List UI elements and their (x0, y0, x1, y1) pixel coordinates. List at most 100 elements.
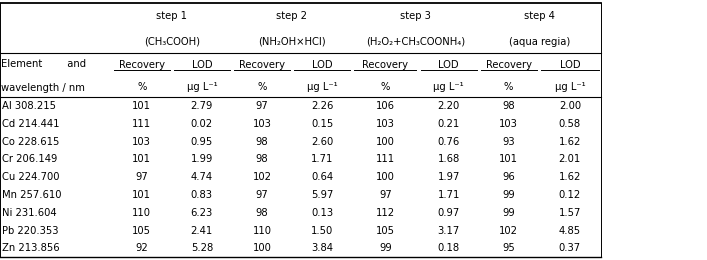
Text: 0.12: 0.12 (559, 190, 581, 200)
Text: Cu 224.700: Cu 224.700 (2, 172, 59, 182)
Text: 101: 101 (132, 190, 151, 200)
Text: step 2: step 2 (276, 11, 308, 21)
Text: 111: 111 (375, 154, 395, 165)
Text: 0.64: 0.64 (311, 172, 333, 182)
Text: Recovery: Recovery (239, 60, 285, 70)
Text: LOD: LOD (559, 60, 580, 70)
Text: 0.76: 0.76 (438, 137, 460, 147)
Text: 0.37: 0.37 (559, 244, 581, 253)
Text: Recovery: Recovery (486, 60, 532, 70)
Text: 1.62: 1.62 (559, 137, 581, 147)
Text: 1.97: 1.97 (438, 172, 460, 182)
Text: 100: 100 (376, 137, 395, 147)
Text: 97: 97 (255, 190, 269, 200)
Text: 0.15: 0.15 (311, 119, 333, 129)
Text: 5.97: 5.97 (311, 190, 333, 200)
Text: 105: 105 (132, 226, 151, 236)
Text: 4.74: 4.74 (191, 172, 213, 182)
Text: 0.13: 0.13 (311, 208, 333, 218)
Text: 1.50: 1.50 (311, 226, 333, 236)
Text: 103: 103 (132, 137, 151, 147)
Text: Ni 231.604: Ni 231.604 (2, 208, 57, 218)
Text: wavelength / nm: wavelength / nm (1, 83, 86, 93)
Text: 98: 98 (503, 101, 515, 111)
Text: LOD: LOD (312, 60, 332, 70)
Text: 97: 97 (255, 101, 269, 111)
Text: %: % (380, 82, 390, 92)
Text: Recovery: Recovery (362, 60, 409, 70)
Text: 95: 95 (502, 244, 515, 253)
Text: Co 228.615: Co 228.615 (2, 137, 59, 147)
Text: μg L⁻¹: μg L⁻¹ (554, 82, 585, 92)
Text: 111: 111 (132, 119, 151, 129)
Text: step 1: step 1 (156, 11, 187, 21)
Text: 2.79: 2.79 (191, 101, 213, 111)
Text: 3.17: 3.17 (438, 226, 460, 236)
Text: 2.00: 2.00 (559, 101, 581, 111)
Text: %: % (504, 82, 513, 92)
Text: 2.60: 2.60 (311, 137, 333, 147)
Text: 1.68: 1.68 (438, 154, 460, 165)
Text: %: % (257, 82, 267, 92)
Text: Al 308.215: Al 308.215 (2, 101, 56, 111)
Text: 0.83: 0.83 (191, 190, 213, 200)
Text: 101: 101 (499, 154, 518, 165)
Text: Mn 257.610: Mn 257.610 (2, 190, 62, 200)
Text: 1.71: 1.71 (311, 154, 333, 165)
Text: 0.58: 0.58 (559, 119, 581, 129)
Text: Zn 213.856: Zn 213.856 (2, 244, 60, 253)
Text: 5.28: 5.28 (191, 244, 213, 253)
Text: 102: 102 (252, 172, 271, 182)
Text: 98: 98 (256, 137, 268, 147)
Text: step 3: step 3 (400, 11, 431, 21)
Text: 103: 103 (499, 119, 518, 129)
Text: 112: 112 (375, 208, 395, 218)
Text: 2.41: 2.41 (191, 226, 213, 236)
Text: 103: 103 (252, 119, 271, 129)
Text: 93: 93 (503, 137, 515, 147)
Text: Cd 214.441: Cd 214.441 (2, 119, 59, 129)
Text: 1.99: 1.99 (191, 154, 213, 165)
Text: 103: 103 (376, 119, 395, 129)
Text: 0.18: 0.18 (438, 244, 460, 253)
Text: (CH₃COOH): (CH₃COOH) (144, 37, 200, 47)
Text: Element        and: Element and (1, 59, 86, 69)
Text: 101: 101 (132, 101, 151, 111)
Text: 98: 98 (256, 154, 268, 165)
Text: 0.95: 0.95 (191, 137, 213, 147)
Text: 96: 96 (502, 172, 515, 182)
Text: 1.62: 1.62 (559, 172, 581, 182)
Text: step 4: step 4 (525, 11, 555, 21)
Text: (H₂O₂+CH₃COONH₄): (H₂O₂+CH₃COONH₄) (366, 37, 465, 47)
Text: 99: 99 (379, 244, 392, 253)
Text: 1.57: 1.57 (559, 208, 581, 218)
Text: 2.26: 2.26 (311, 101, 333, 111)
Text: LOD: LOD (438, 60, 459, 70)
Text: (NH₂OH×HCl): (NH₂OH×HCl) (258, 37, 326, 47)
Text: 101: 101 (132, 154, 151, 165)
Text: 0.02: 0.02 (191, 119, 213, 129)
Text: 3.84: 3.84 (311, 244, 333, 253)
Text: 2.01: 2.01 (559, 154, 581, 165)
Text: 110: 110 (252, 226, 271, 236)
Text: μg L⁻¹: μg L⁻¹ (433, 82, 464, 92)
Text: μg L⁻¹: μg L⁻¹ (187, 82, 217, 92)
Text: 100: 100 (376, 172, 395, 182)
Text: 4.85: 4.85 (559, 226, 581, 236)
Text: 102: 102 (499, 226, 518, 236)
Text: Recovery: Recovery (119, 60, 165, 70)
Text: Cr 206.149: Cr 206.149 (2, 154, 57, 165)
Text: 98: 98 (256, 208, 268, 218)
Text: 110: 110 (132, 208, 151, 218)
Text: 97: 97 (135, 172, 148, 182)
Text: 105: 105 (376, 226, 395, 236)
Text: 0.21: 0.21 (438, 119, 460, 129)
Text: (aqua regia): (aqua regia) (509, 37, 571, 47)
Text: LOD: LOD (192, 60, 212, 70)
Text: 2.20: 2.20 (438, 101, 460, 111)
Text: 0.97: 0.97 (438, 208, 460, 218)
Text: 106: 106 (376, 101, 395, 111)
Text: 100: 100 (252, 244, 271, 253)
Text: 99: 99 (502, 190, 515, 200)
Text: 1.71: 1.71 (438, 190, 460, 200)
